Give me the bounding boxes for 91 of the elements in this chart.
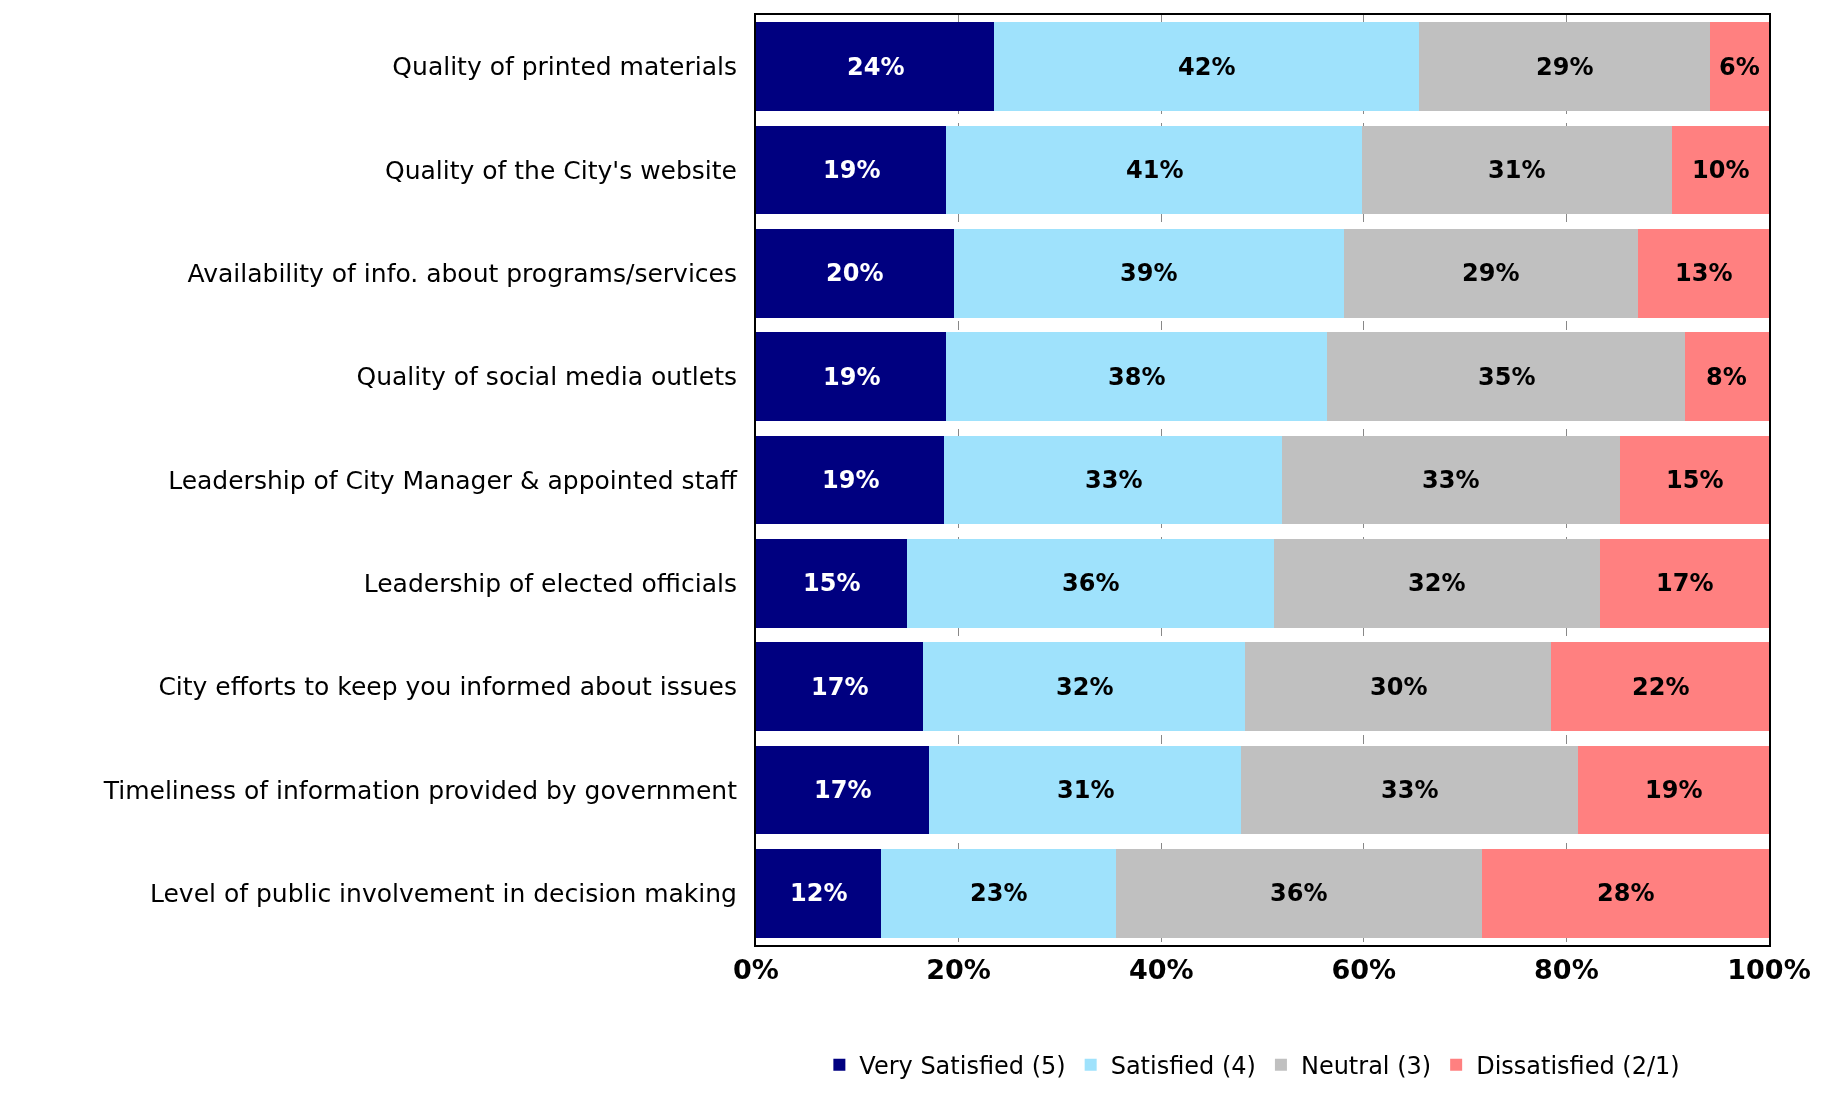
- x-tick-label: 20%: [926, 954, 991, 986]
- bar: [1599, 538, 1769, 628]
- data-label: 15%: [803, 569, 861, 597]
- bar: [946, 332, 1328, 422]
- bar: [880, 848, 1116, 938]
- legend-label: Dissatisfied (2/1): [1476, 1051, 1680, 1080]
- data-label: 23%: [970, 879, 1028, 907]
- x-tick-label: 60%: [1331, 954, 1397, 986]
- bar: [1684, 332, 1769, 422]
- bar: [946, 125, 1362, 215]
- data-label: 19%: [822, 466, 880, 494]
- data-label: 35%: [1478, 363, 1536, 391]
- bar: [1418, 22, 1711, 112]
- bar: [929, 745, 1242, 835]
- data-label: 15%: [1666, 466, 1724, 494]
- legend-label: Neutral (3): [1300, 1051, 1432, 1080]
- bar: [1577, 745, 1769, 835]
- data-label: 22%: [1632, 673, 1690, 701]
- data-label: 17%: [811, 673, 869, 701]
- bar: [1245, 642, 1552, 732]
- data-label: 19%: [1645, 776, 1703, 804]
- bar: [1620, 435, 1769, 525]
- bar: [1241, 745, 1578, 835]
- x-tick-label: 100%: [1727, 954, 1811, 986]
- data-label: 6%: [1719, 53, 1760, 81]
- data-label: 33%: [1085, 466, 1143, 494]
- bar: [906, 538, 1274, 628]
- y-tick-label: Availability of info. about programs/services: [187, 259, 737, 289]
- data-label: 33%: [1422, 466, 1480, 494]
- bar: [1638, 228, 1769, 318]
- data-label: 8%: [1706, 363, 1747, 391]
- data-label: 32%: [1056, 673, 1114, 701]
- y-tick-label: Quality of the City's website: [385, 155, 737, 185]
- y-tick-label: Quality of social media outlets: [356, 362, 737, 392]
- data-label: 29%: [1462, 259, 1520, 287]
- bar: [756, 332, 947, 422]
- y-tick-label: Quality of printed materials: [392, 52, 737, 82]
- data-label: 31%: [1488, 156, 1546, 184]
- x-tick-label: 40%: [1128, 954, 1194, 986]
- data-label: 29%: [1536, 53, 1594, 81]
- y-tick-label: Leadership of elected officials: [363, 569, 737, 599]
- y-tick-label: Timeliness of information provided by government: [102, 775, 738, 805]
- data-label: 28%: [1597, 879, 1655, 907]
- bar: [1343, 228, 1639, 318]
- bar: [1671, 125, 1769, 215]
- data-label: 36%: [1062, 569, 1120, 597]
- data-label: 30%: [1370, 673, 1428, 701]
- data-label: 17%: [1656, 569, 1714, 597]
- bar: [756, 22, 995, 112]
- legend-label: Very Satisfied (5): [859, 1051, 1066, 1080]
- data-label: 32%: [1408, 569, 1466, 597]
- data-label: 31%: [1057, 776, 1115, 804]
- bar: [756, 642, 924, 732]
- data-label: 41%: [1126, 156, 1184, 184]
- bar: [1281, 435, 1621, 525]
- bar: [756, 538, 907, 628]
- bar: [1327, 332, 1685, 422]
- bar: [953, 228, 1344, 318]
- data-label: 38%: [1108, 363, 1166, 391]
- bar: [1361, 125, 1672, 215]
- data-label: 10%: [1692, 156, 1750, 184]
- x-tick-label: 80%: [1534, 954, 1599, 986]
- data-label: 17%: [814, 776, 872, 804]
- data-label: 20%: [826, 259, 884, 287]
- data-label: 19%: [823, 156, 881, 184]
- bar: [923, 642, 1246, 732]
- bar: [1115, 848, 1483, 938]
- data-label: 36%: [1270, 879, 1328, 907]
- data-label: 42%: [1178, 53, 1236, 81]
- y-tick-label: Leadership of City Manager & appointed staff: [168, 465, 738, 495]
- data-label: 39%: [1120, 259, 1178, 287]
- bar: [756, 848, 881, 938]
- bar: [756, 125, 947, 215]
- legend-label: Satisfied (4): [1110, 1051, 1256, 1080]
- data-label: 19%: [823, 363, 881, 391]
- data-label: 33%: [1381, 776, 1439, 804]
- bar: [756, 745, 930, 835]
- bar: [1710, 22, 1769, 112]
- bar: [944, 435, 1282, 525]
- bar: [1273, 538, 1600, 628]
- bar: [756, 228, 954, 318]
- data-label: 12%: [790, 879, 848, 907]
- x-tick-label: 0%: [733, 954, 779, 986]
- data-label: 24%: [847, 53, 905, 81]
- y-tick-label: City efforts to keep you informed about issues: [158, 672, 737, 702]
- bar: [994, 22, 1419, 112]
- data-label: 13%: [1675, 259, 1733, 287]
- bar: [1551, 642, 1769, 732]
- y-tick-label: Level of public involvement in decision making: [149, 879, 737, 909]
- bar: [756, 435, 945, 525]
- bar: [1482, 848, 1769, 938]
